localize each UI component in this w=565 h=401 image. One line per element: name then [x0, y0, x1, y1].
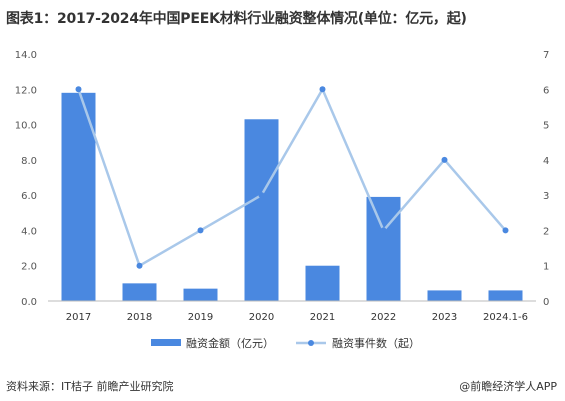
bars-layer	[61, 92, 523, 302]
left-axis-tick-label: 6.0	[21, 191, 37, 202]
right-axis-ticks: 0 1 2 3 4 5 6 7	[543, 50, 549, 308]
right-axis-tick-label: 6	[543, 85, 549, 96]
x-axis-tick-label: 2019	[188, 312, 213, 323]
right-axis-tick-label: 0	[543, 297, 549, 308]
bar-2017	[61, 92, 96, 301]
x-axis-tick-label: 2022	[371, 312, 396, 323]
line-point-2018	[136, 262, 143, 269]
chart-title: 图表1：2017-2024年中国PEEK材料行业融资整体情况(单位：亿元，起)	[6, 11, 467, 27]
left-axis-tick-label: 10.0	[15, 121, 37, 132]
x-axis-tick-label: 2021	[310, 312, 335, 323]
bar-2021	[305, 265, 340, 301]
line-point-2022	[380, 227, 387, 234]
brand-credit: @前瞻经济学人APP	[459, 380, 557, 393]
line-point-2017	[75, 86, 82, 93]
left-axis-tick-label: 14.0	[15, 50, 37, 61]
bar-2018	[122, 283, 157, 301]
left-axis-tick-label: 12.0	[15, 85, 37, 96]
source-note: 资料来源：IT桔子 前瞻产业研究院	[6, 380, 174, 393]
line-series-events	[77, 88, 507, 267]
left-axis-tick-label: 8.0	[21, 156, 37, 167]
right-axis-tick-label: 1	[543, 262, 549, 273]
x-axis-tick-label: 2018	[127, 312, 152, 323]
bar-2022	[366, 196, 401, 301]
x-axis-tick-label: 2017	[66, 312, 91, 323]
legend-line-marker	[308, 340, 314, 346]
line-point-2021	[319, 86, 326, 93]
line-point-2023	[441, 156, 448, 163]
right-axis-tick-label: 2	[543, 226, 549, 237]
right-axis-tick-label: 7	[543, 50, 549, 61]
bar-2019	[183, 288, 218, 301]
line-point-2020	[258, 192, 265, 199]
right-axis-tick-label: 3	[543, 191, 549, 202]
bar-2024.1-6	[488, 290, 523, 301]
x-axis-ticks: 2017 2018 2019 2020 2021 2022 2023 2024.1-6	[66, 312, 528, 323]
legend-line-label: 融资事件数（起）	[332, 337, 420, 350]
line-point-2019	[197, 227, 204, 234]
left-axis-tick-label: 4.0	[21, 226, 37, 237]
line-layer	[75, 86, 509, 269]
right-axis-tick-label: 5	[543, 121, 549, 132]
x-axis-tick-label: 2024.1-6	[483, 312, 528, 323]
bar-2020	[244, 119, 279, 302]
legend-bar-label: 融资金额（亿元）	[186, 336, 274, 350]
x-axis-tick-label: 2020	[249, 312, 274, 323]
left-axis-ticks: 0.0 2.0 4.0 6.0 8.0 10.0 12.0 14.0	[15, 50, 37, 308]
left-axis-tick-label: 2.0	[21, 262, 37, 273]
right-axis-tick-label: 4	[543, 156, 549, 167]
legend: 融资金额（亿元） 融资事件数（起）	[151, 336, 420, 350]
line-point-2024.1-6	[502, 227, 509, 234]
left-axis-tick-label: 0.0	[21, 297, 37, 308]
bar-2023	[427, 290, 462, 301]
x-axis-tick-label: 2023	[432, 312, 457, 323]
legend-bar-swatch	[151, 339, 181, 346]
